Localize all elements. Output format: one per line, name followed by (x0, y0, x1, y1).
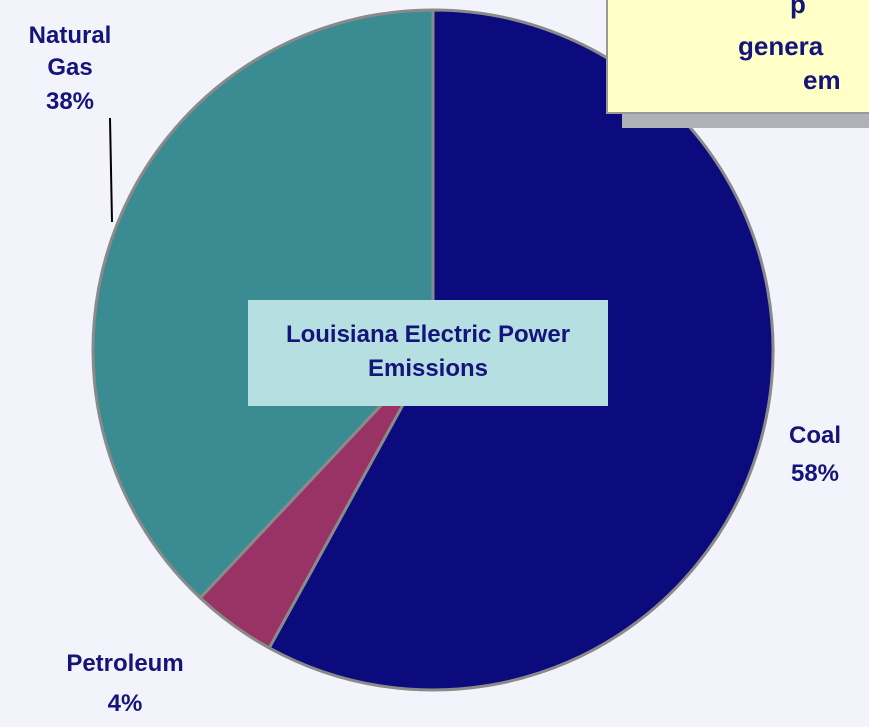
slice-label: Coal (788, 422, 841, 449)
chart-title: Louisiana Electric Power Emissions (248, 300, 608, 406)
annotation-text: genera (738, 31, 824, 61)
slice-label: Natural Gas (28, 22, 112, 81)
annotation-text: p (790, 0, 806, 19)
leader-line (109, 117, 113, 223)
slice-value-label: 4% (107, 690, 143, 717)
slice-label: Petroleum (66, 650, 184, 677)
slice-value-label: 58% (790, 460, 840, 487)
annotation-text: em (803, 65, 841, 95)
annotation-box (606, 0, 869, 114)
slice-value-label: 38% (45, 88, 95, 115)
